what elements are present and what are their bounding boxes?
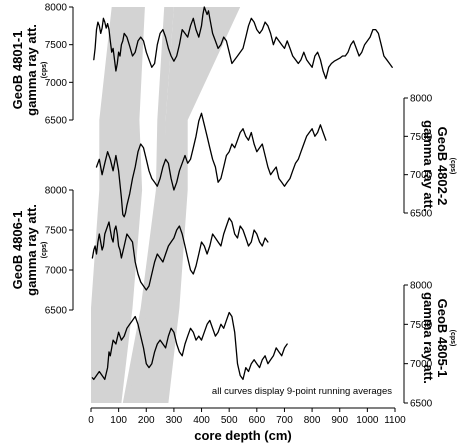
panel-title-line2: gamma ray att.	[421, 292, 436, 384]
correlation-bands	[91, 7, 241, 403]
y-axes: 6500 7000 7500 8000 6500 7000 7500 8000 6500 7000…	[45, 3, 433, 410]
x-tick-label: 400	[193, 415, 210, 426]
x-tick-label: 200	[138, 415, 155, 426]
panel-title-4805-1: GeoB 4805-1 gamma ray att. (cps)	[421, 292, 456, 384]
gamma-ray-series-line	[95, 112, 327, 218]
y-tick-label: 8000	[45, 186, 68, 197]
panel-title-4806-1: GeoB 4806-1 gamma ray att. (cps)	[10, 204, 48, 296]
y-tick-label: 8000	[410, 94, 433, 105]
y-tick-label: 6500	[410, 209, 433, 220]
panel-title-line1: GeoB 4806-1	[10, 211, 25, 290]
correlation-band	[114, 7, 145, 403]
x-tick-label: 300	[166, 415, 183, 426]
x-tick-label: 1000	[356, 415, 379, 426]
x-tick-label: 1100	[384, 415, 406, 426]
y-tick-label: 7000	[410, 359, 433, 370]
panel-title-line2: gamma ray att.	[24, 24, 39, 116]
y-tick-label: 7000	[410, 170, 433, 181]
y-tick-label: 7500	[410, 132, 433, 143]
panel-title-line2: gamma ray att.	[421, 120, 436, 212]
x-axis: 0 100 200 300 400 500 600 700 800 900 1000 1100	[88, 407, 406, 426]
x-tick-label: 600	[248, 415, 265, 426]
y-tick-label: 6500	[45, 306, 68, 317]
panel-title-line2: gamma ray att.	[24, 204, 39, 296]
y-tick-label: 7000	[45, 78, 68, 89]
x-tick-label: 0	[88, 415, 94, 426]
y-tick-label: 7500	[410, 320, 433, 331]
panel-title-4802-2: GeoB 4802-2 gamma ray att. (cps)	[421, 120, 456, 212]
gamma-ray-series-line	[91, 311, 288, 381]
panel-title-4801-1: GeoB 4801-1 gamma ray att. (cps)	[10, 24, 48, 116]
x-axis-title: core depth (cm)	[194, 428, 292, 443]
x-tick-label: 700	[276, 415, 293, 426]
panel-title-line1: GeoB 4802-2	[435, 127, 450, 206]
x-tick-label: 500	[221, 415, 238, 426]
x-tick-label: 100	[110, 415, 127, 426]
gamma-ray-series-line	[91, 217, 269, 291]
y-tick-label: 6500	[45, 116, 68, 127]
gamma-ray-series-line	[93, 6, 393, 80]
panel-title-line1: GeoB 4801-1	[10, 31, 25, 110]
correlation-band	[122, 7, 174, 403]
x-tick-label: 800	[304, 415, 321, 426]
y-tick-label: 8000	[410, 281, 433, 292]
panel-unit-label: (cps)	[449, 158, 456, 175]
panel-unit-label: (cps)	[41, 242, 48, 259]
correlation-band	[125, 7, 241, 403]
y-tick-label: 7500	[45, 40, 68, 51]
panel-title-line1: GeoB 4805-1	[435, 299, 450, 378]
x-tick-label: 900	[331, 415, 348, 426]
panel-unit-label: (cps)	[41, 62, 48, 79]
y-tick-label: 7500	[45, 226, 68, 237]
y-tick-label: 7000	[45, 266, 68, 277]
panel-unit-label: (cps)	[449, 330, 456, 347]
gamma-ray-curves	[91, 6, 393, 381]
y-tick-label: 8000	[45, 3, 68, 14]
y-tick-label: 6500	[410, 399, 433, 410]
running-average-note: all curves display 9-point running avera…	[212, 386, 392, 397]
